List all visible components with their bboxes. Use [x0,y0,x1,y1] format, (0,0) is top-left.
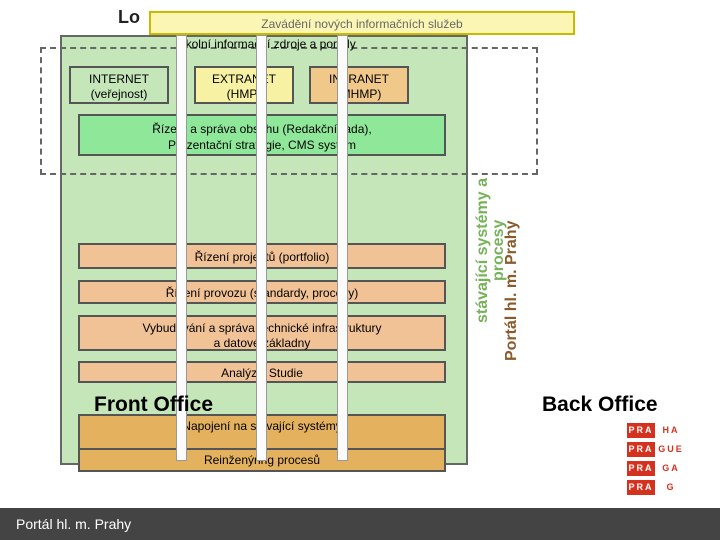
logo-cell: HA [657,423,685,438]
vlabel-portal: Portál hl. m. Prahy [503,206,523,376]
logo-cell: PRA [627,423,655,438]
label-back-office: Back Office [542,393,658,417]
diagram-stage: Lo Zavádění nových informačních služeb O… [0,0,720,540]
label-front-office: Front Office [94,393,213,417]
bar-top-services: Zavádění nových informačních služeb [149,11,575,35]
tab-extranet: EXTRANET (HMP) [194,66,294,104]
logo-cell: PRA [627,480,655,495]
footer-bar: Portál hl. m. Prahy [0,508,720,540]
tab-internet: INTERNET (veřejnost) [69,66,169,104]
prague-logo: PRAHA PRAGUE PRAGA PRAG [626,420,690,496]
tab-internet-title: INTERNET [89,72,149,86]
logo-cell: GUE [657,442,685,457]
pillar-2 [256,35,267,461]
vlabel-green-l1: stávající systémy [474,191,491,323]
pillar-3 [337,35,348,461]
tab-intranet: INTRANET (MHMP) [309,66,409,104]
logo-cell: G [657,480,685,495]
logo-cell: PRA [627,461,655,476]
logo-cell: PRA [627,442,655,457]
tab-internet-sub: (veřejnost) [91,87,148,101]
logo-cell: GA [657,461,685,476]
header-lo: Lo [118,7,140,28]
